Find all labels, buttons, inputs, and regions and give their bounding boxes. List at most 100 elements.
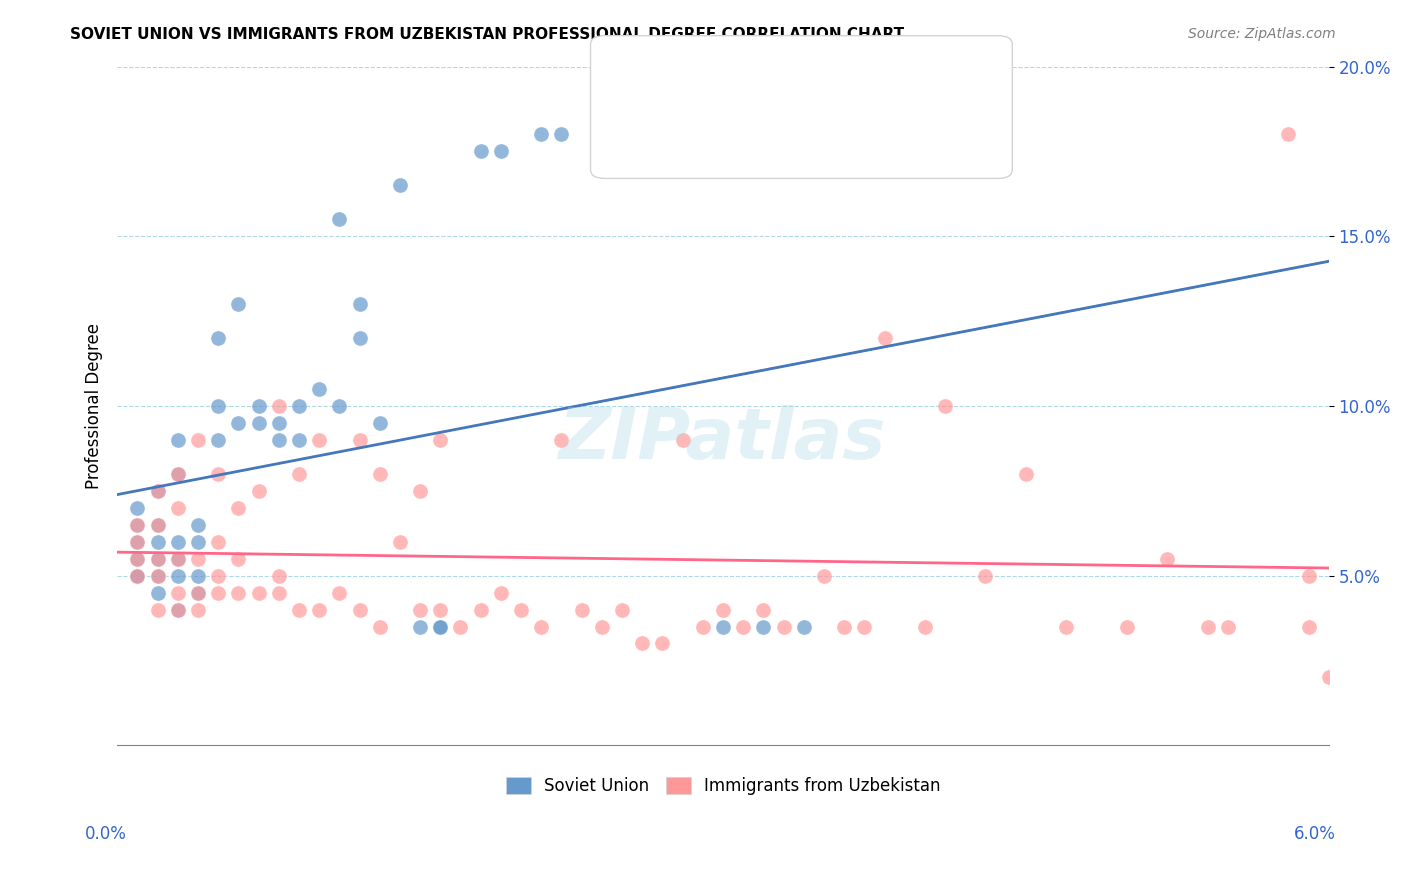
Text: 0.0%: 0.0% <box>84 825 127 843</box>
Point <box>146 534 169 549</box>
Legend: Soviet Union, Immigrants from Uzbekistan: Soviet Union, Immigrants from Uzbekistan <box>495 766 950 805</box>
Point <box>187 551 209 566</box>
Point <box>228 297 250 311</box>
Point <box>207 467 229 481</box>
Point <box>166 551 188 566</box>
Point <box>267 416 290 430</box>
Point <box>328 585 350 599</box>
Point <box>308 602 330 616</box>
Point <box>166 500 188 515</box>
Point <box>166 602 188 616</box>
Point <box>1197 619 1219 633</box>
Point <box>388 534 411 549</box>
Point <box>247 585 270 599</box>
Point <box>267 433 290 447</box>
Point <box>591 619 613 633</box>
Point <box>127 534 149 549</box>
Point <box>127 568 149 582</box>
Point <box>610 602 633 616</box>
Point <box>429 619 451 633</box>
Point <box>733 619 755 633</box>
Point <box>267 399 290 413</box>
Point <box>914 619 936 633</box>
Point <box>550 128 572 142</box>
Point <box>166 467 188 481</box>
Point <box>267 585 290 599</box>
Y-axis label: Professional Degree: Professional Degree <box>86 323 103 489</box>
Point <box>711 602 734 616</box>
Point <box>671 433 693 447</box>
Point <box>711 619 734 633</box>
Point <box>146 517 169 532</box>
Point <box>247 483 270 498</box>
Point <box>429 619 451 633</box>
Point <box>288 602 311 616</box>
Point <box>146 568 169 582</box>
Point <box>772 619 794 633</box>
Point <box>166 585 188 599</box>
Point <box>409 602 432 616</box>
Text: Source: ZipAtlas.com: Source: ZipAtlas.com <box>1188 27 1336 41</box>
Point <box>288 467 311 481</box>
Point <box>349 433 371 447</box>
Point <box>187 602 209 616</box>
Point <box>368 467 391 481</box>
Point <box>146 483 169 498</box>
Point <box>752 619 775 633</box>
Point <box>530 128 553 142</box>
Point <box>127 568 149 582</box>
Point <box>692 619 714 633</box>
Point <box>288 433 311 447</box>
Point <box>813 568 835 582</box>
Point <box>127 534 149 549</box>
Point <box>207 399 229 413</box>
Point <box>207 433 229 447</box>
Point <box>267 568 290 582</box>
Text: SOVIET UNION VS IMMIGRANTS FROM UZBEKISTAN PROFESSIONAL DEGREE CORRELATION CHART: SOVIET UNION VS IMMIGRANTS FROM UZBEKIST… <box>70 27 904 42</box>
Point <box>349 602 371 616</box>
Point <box>349 331 371 345</box>
Point <box>873 331 896 345</box>
Point <box>328 399 350 413</box>
Point <box>146 568 169 582</box>
Text: ZIPatlas: ZIPatlas <box>560 405 887 475</box>
Point <box>247 416 270 430</box>
Point <box>1216 619 1239 633</box>
Text: 6.0%: 6.0% <box>1294 825 1336 843</box>
Point <box>166 602 188 616</box>
Point <box>288 399 311 413</box>
Point <box>450 619 472 633</box>
Point <box>166 534 188 549</box>
Point <box>207 568 229 582</box>
Point <box>832 619 855 633</box>
Point <box>651 636 673 650</box>
Point <box>470 145 492 159</box>
Point <box>207 534 229 549</box>
Point <box>571 602 593 616</box>
Point <box>368 619 391 633</box>
Point <box>146 551 169 566</box>
Point <box>127 517 149 532</box>
Point <box>853 619 876 633</box>
Point <box>550 433 572 447</box>
Point <box>489 585 512 599</box>
Point <box>127 551 149 566</box>
Point <box>388 178 411 193</box>
Point <box>187 585 209 599</box>
Point <box>489 145 512 159</box>
Point <box>409 619 432 633</box>
Point <box>146 585 169 599</box>
Point <box>429 433 451 447</box>
Point <box>127 500 149 515</box>
Point <box>207 585 229 599</box>
Point <box>631 636 654 650</box>
Point <box>247 399 270 413</box>
Point <box>409 483 432 498</box>
Point <box>328 212 350 227</box>
Point <box>166 551 188 566</box>
Point <box>1156 551 1178 566</box>
Point <box>228 500 250 515</box>
Point <box>187 433 209 447</box>
Point <box>510 602 533 616</box>
Point <box>146 551 169 566</box>
